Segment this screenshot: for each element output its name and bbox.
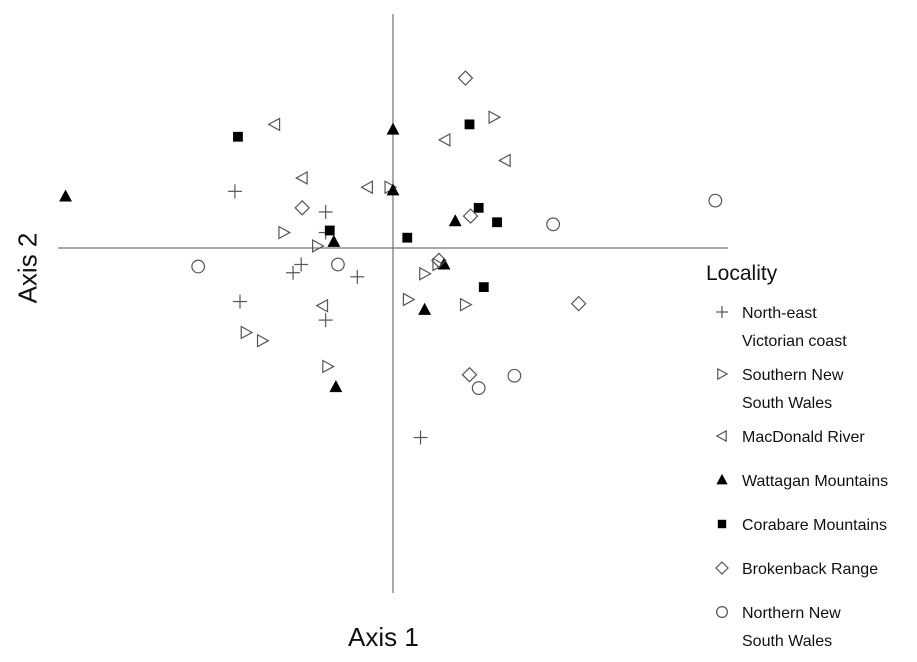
data-point-triangle-right-7 [459, 297, 473, 312]
triangle-right-marker-icon [717, 367, 729, 381]
data-point-plus-1 [318, 204, 333, 219]
y-axis-label: Axis 2 [12, 232, 43, 304]
legend-item-square: Corabare Mountains [706, 512, 917, 556]
legend-item-circle: Northern New South Wales [706, 600, 917, 662]
legend-title: Locality [706, 262, 778, 285]
legend-item-triangle-up: Wattagan Mountains [706, 468, 917, 512]
data-point-square-2 [473, 202, 484, 213]
legend-label: Brokenback Range [742, 561, 879, 578]
data-point-triangle-up-1 [386, 122, 400, 135]
data-point-plus-8 [413, 430, 428, 445]
legend-item-triangle-right: Southern New South Wales [706, 362, 917, 424]
data-point-diamond-3 [431, 252, 447, 269]
data-point-triangle-right-0 [488, 110, 502, 125]
data-point-triangle-right-10 [322, 359, 335, 374]
data-point-circle-1 [546, 217, 561, 232]
legend-label: Corabare Mountains [742, 517, 887, 534]
data-point-diamond-2 [462, 208, 479, 224]
square-marker-icon [717, 519, 727, 529]
legend-item-plus: North-east Victorian coast [706, 300, 917, 362]
data-point-square-6 [478, 282, 489, 293]
data-point-triangle-right-2 [278, 225, 292, 240]
data-point-square-4 [324, 225, 335, 236]
legend-item-triangle-left: MacDonald River [706, 424, 917, 468]
data-point-square-1 [464, 119, 475, 130]
data-point-square-5 [402, 232, 413, 243]
data-point-diamond-1 [294, 199, 311, 216]
data-point-triangle-up-3 [448, 214, 462, 227]
data-point-diamond-4 [570, 295, 587, 312]
data-point-triangle-left-3 [295, 170, 308, 185]
data-point-triangle-up-0 [59, 189, 73, 202]
data-point-square-0 [233, 131, 243, 142]
data-points [59, 70, 723, 445]
data-point-diamond-5 [461, 366, 478, 383]
data-point-triangle-up-7 [329, 380, 343, 393]
x-axis-label: Axis 1 [348, 622, 419, 652]
legend-items: North-east Victorian coast Southern New S… [706, 300, 917, 662]
legend-label: Southern New South Wales [742, 367, 844, 412]
legend: Locality North-east Victorian coast South… [706, 262, 917, 662]
data-point-plus-4 [286, 265, 301, 280]
data-point-triangle-right-3 [312, 238, 325, 253]
legend-label: MacDonald River [742, 429, 865, 446]
data-point-triangle-up-2 [386, 183, 400, 196]
data-point-triangle-right-5 [419, 266, 432, 281]
data-point-triangle-left-0 [267, 117, 281, 132]
data-point-triangle-up-6 [418, 302, 432, 315]
legend-label: Northern New South Wales [742, 605, 841, 650]
data-point-square-3 [492, 217, 502, 228]
data-point-triangle-left-5 [315, 298, 329, 313]
data-point-plus-6 [233, 294, 247, 309]
data-point-circle-2 [191, 259, 206, 274]
data-point-triangle-left-1 [437, 132, 451, 147]
data-point-triangle-up-5 [437, 257, 451, 270]
data-point-triangle-right-9 [256, 333, 270, 348]
data-point-plus-3 [294, 257, 309, 272]
diamond-marker-icon [715, 561, 729, 575]
legend-label: North-east Victorian coast [742, 305, 847, 350]
data-point-circle-5 [471, 381, 486, 395]
data-point-plus-0 [227, 184, 242, 199]
data-point-triangle-right-8 [240, 325, 254, 340]
triangle-left-marker-icon [715, 429, 727, 443]
data-point-circle-3 [331, 257, 345, 272]
data-point-triangle-left-2 [498, 153, 511, 168]
plus-marker-icon [716, 306, 728, 318]
data-point-triangle-left-4 [360, 180, 373, 195]
data-point-circle-4 [507, 368, 522, 383]
triangle-up-marker-icon [716, 473, 728, 485]
data-point-triangle-right-6 [402, 292, 416, 307]
data-point-circle-0 [708, 193, 723, 208]
data-point-diamond-0 [457, 70, 474, 86]
circle-marker-icon [715, 605, 729, 619]
legend-label: Wattagan Mountains [742, 473, 889, 490]
legend-item-diamond: Brokenback Range [706, 556, 917, 600]
data-point-triangle-up-4 [327, 234, 341, 247]
data-point-plus-7 [318, 313, 333, 328]
data-point-plus-5 [350, 269, 365, 284]
